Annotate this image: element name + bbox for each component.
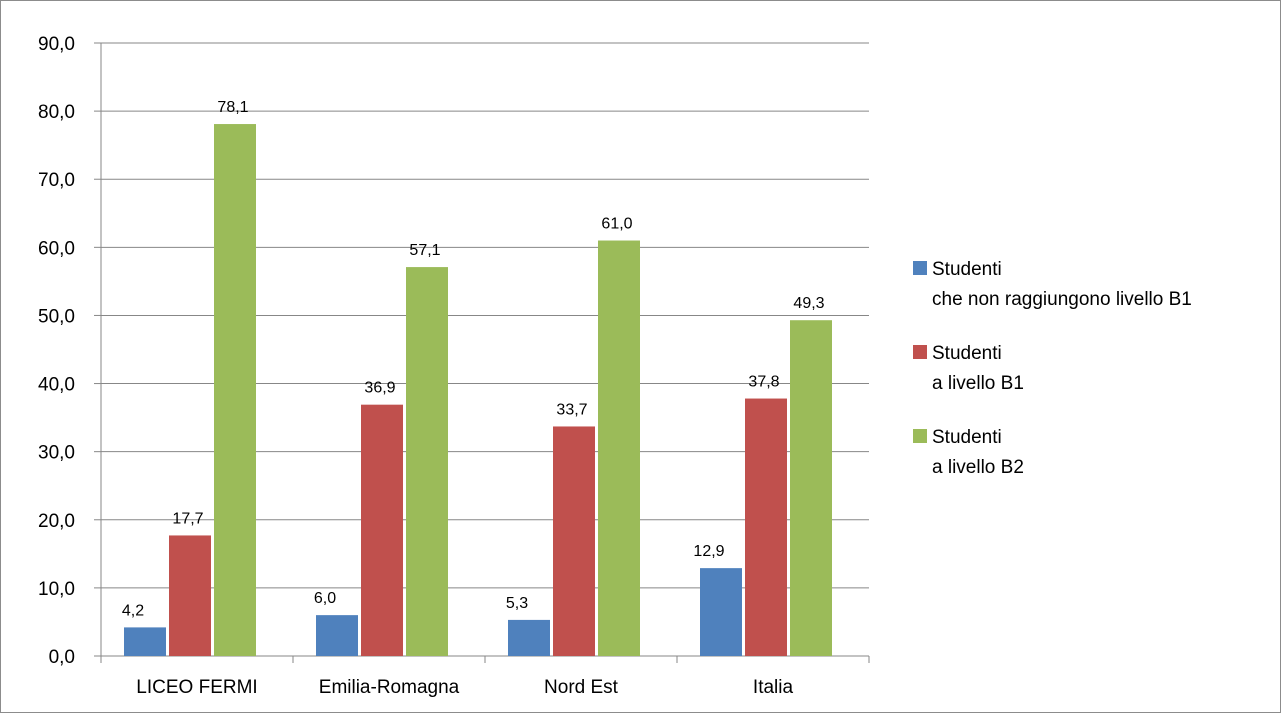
bar bbox=[745, 398, 787, 656]
bar bbox=[553, 426, 595, 656]
y-tick-label: 30,0 bbox=[38, 443, 75, 464]
y-tick-label: 50,0 bbox=[38, 306, 75, 327]
bar bbox=[316, 615, 358, 656]
legend-swatch bbox=[913, 261, 927, 275]
legend-swatch bbox=[913, 429, 927, 443]
legend-label: a livello B2 bbox=[932, 457, 1024, 478]
y-tick-label: 10,0 bbox=[38, 579, 75, 600]
bar bbox=[214, 124, 256, 656]
bar bbox=[406, 267, 448, 656]
legend-label: a livello B1 bbox=[932, 373, 1024, 394]
data-label: 33,7 bbox=[556, 401, 587, 418]
category-label: Italia bbox=[753, 677, 794, 698]
bar bbox=[361, 404, 403, 656]
data-label: 57,1 bbox=[409, 242, 440, 259]
data-label: 12,9 bbox=[693, 543, 724, 560]
y-tick-label: 0,0 bbox=[49, 647, 75, 668]
data-label: 17,7 bbox=[172, 510, 203, 527]
category-label: LICEO FERMI bbox=[136, 677, 257, 698]
bar bbox=[700, 568, 742, 656]
legend-label: che non raggiungono livello B1 bbox=[932, 289, 1192, 310]
data-label: 5,3 bbox=[506, 595, 528, 612]
bar bbox=[508, 619, 550, 656]
data-label: 36,9 bbox=[364, 380, 395, 397]
y-tick-label: 70,0 bbox=[38, 170, 75, 191]
legend-label: Studenti bbox=[932, 259, 1002, 280]
bar bbox=[790, 320, 832, 656]
data-label: 78,1 bbox=[217, 99, 248, 116]
y-tick-label: 40,0 bbox=[38, 375, 75, 396]
bar bbox=[598, 240, 640, 656]
legend-label: Studenti bbox=[932, 427, 1002, 448]
data-label: 6,0 bbox=[314, 590, 336, 607]
category-label: Emilia-Romagna bbox=[319, 677, 460, 698]
category-label: Nord Est bbox=[544, 677, 619, 698]
legend-swatch bbox=[913, 345, 927, 359]
y-tick-label: 60,0 bbox=[38, 238, 75, 259]
y-tick-label: 90,0 bbox=[38, 34, 75, 55]
data-label: 37,8 bbox=[748, 374, 779, 391]
bar bbox=[169, 535, 211, 656]
y-tick-label: 80,0 bbox=[38, 102, 75, 123]
data-label: 49,3 bbox=[793, 295, 824, 312]
bar bbox=[124, 627, 166, 656]
y-tick-label: 20,0 bbox=[38, 511, 75, 532]
legend-label: Studenti bbox=[932, 343, 1002, 364]
data-label: 4,2 bbox=[122, 602, 144, 619]
data-label: 61,0 bbox=[601, 216, 632, 233]
